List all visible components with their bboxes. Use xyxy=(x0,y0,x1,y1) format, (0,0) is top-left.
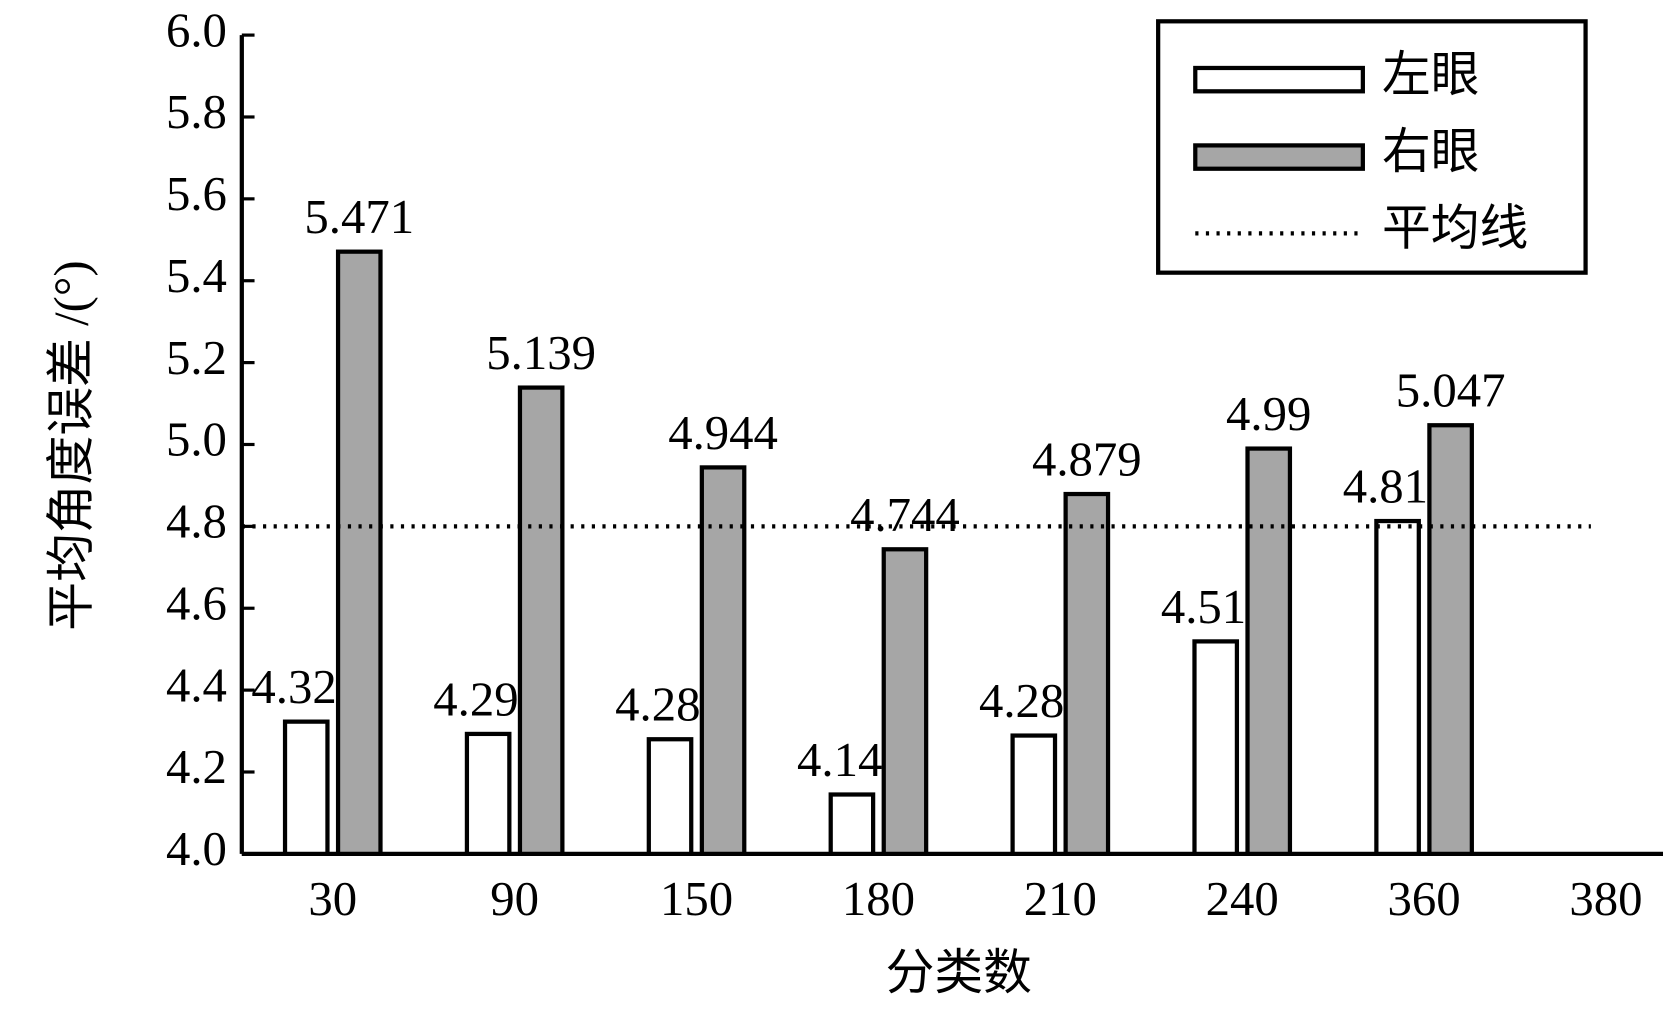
bar xyxy=(517,385,565,856)
value-label: 4.944 xyxy=(668,406,778,460)
legend-label: 左眼 xyxy=(1382,48,1480,102)
bar xyxy=(1427,423,1474,856)
x-tick-label: 380 xyxy=(1569,872,1642,926)
x-tick-label: 360 xyxy=(1388,872,1461,926)
y-tick-label: 5.2 xyxy=(166,331,227,385)
x-tick-label: 180 xyxy=(842,872,915,926)
bar xyxy=(1010,733,1058,856)
y-tick-label: 5.8 xyxy=(166,85,227,139)
y-tick-label: 4.2 xyxy=(166,740,227,794)
y-tick-label: 5.6 xyxy=(166,167,227,221)
bar xyxy=(282,719,330,856)
bar xyxy=(1192,639,1240,856)
y-tick-label: 5.0 xyxy=(166,413,227,467)
value-label: 4.99 xyxy=(1226,387,1311,441)
legend-swatch xyxy=(1193,143,1365,171)
bar xyxy=(699,465,747,856)
bar xyxy=(646,737,694,856)
x-tick-label: 30 xyxy=(308,872,357,926)
x-tick-label: 90 xyxy=(490,872,539,926)
legend-label: 右眼 xyxy=(1382,125,1480,179)
y-tick-label: 4.8 xyxy=(166,495,227,549)
y-tick-label: 4.4 xyxy=(166,658,227,712)
bar xyxy=(1063,491,1111,856)
bar xyxy=(335,249,383,856)
y-axis-label: 平均角度误差 /(°) xyxy=(45,260,99,630)
bar xyxy=(881,547,929,856)
bar xyxy=(1374,518,1421,856)
y-tick-label: 4.6 xyxy=(166,576,227,630)
value-label: 4.744 xyxy=(850,488,960,542)
bar xyxy=(464,731,512,856)
value-label: 5.139 xyxy=(486,326,596,380)
legend-label: 平均线 xyxy=(1382,202,1528,256)
y-tick-label: 5.4 xyxy=(166,249,227,303)
legend-swatch xyxy=(1193,65,1365,94)
y-tick-label: 6.0 xyxy=(166,3,227,57)
x-tick-label: 210 xyxy=(1024,872,1097,926)
x-axis-label: 分类数 xyxy=(886,946,1032,1000)
bar xyxy=(1245,446,1293,856)
value-label: 4.879 xyxy=(1032,433,1142,487)
value-label: 5.471 xyxy=(304,190,414,244)
x-tick-label: 150 xyxy=(660,872,733,926)
value-label: 5.047 xyxy=(1396,364,1506,418)
y-tick-label: 4.0 xyxy=(166,822,227,876)
bar xyxy=(828,792,876,856)
x-tick-label: 240 xyxy=(1206,872,1279,926)
